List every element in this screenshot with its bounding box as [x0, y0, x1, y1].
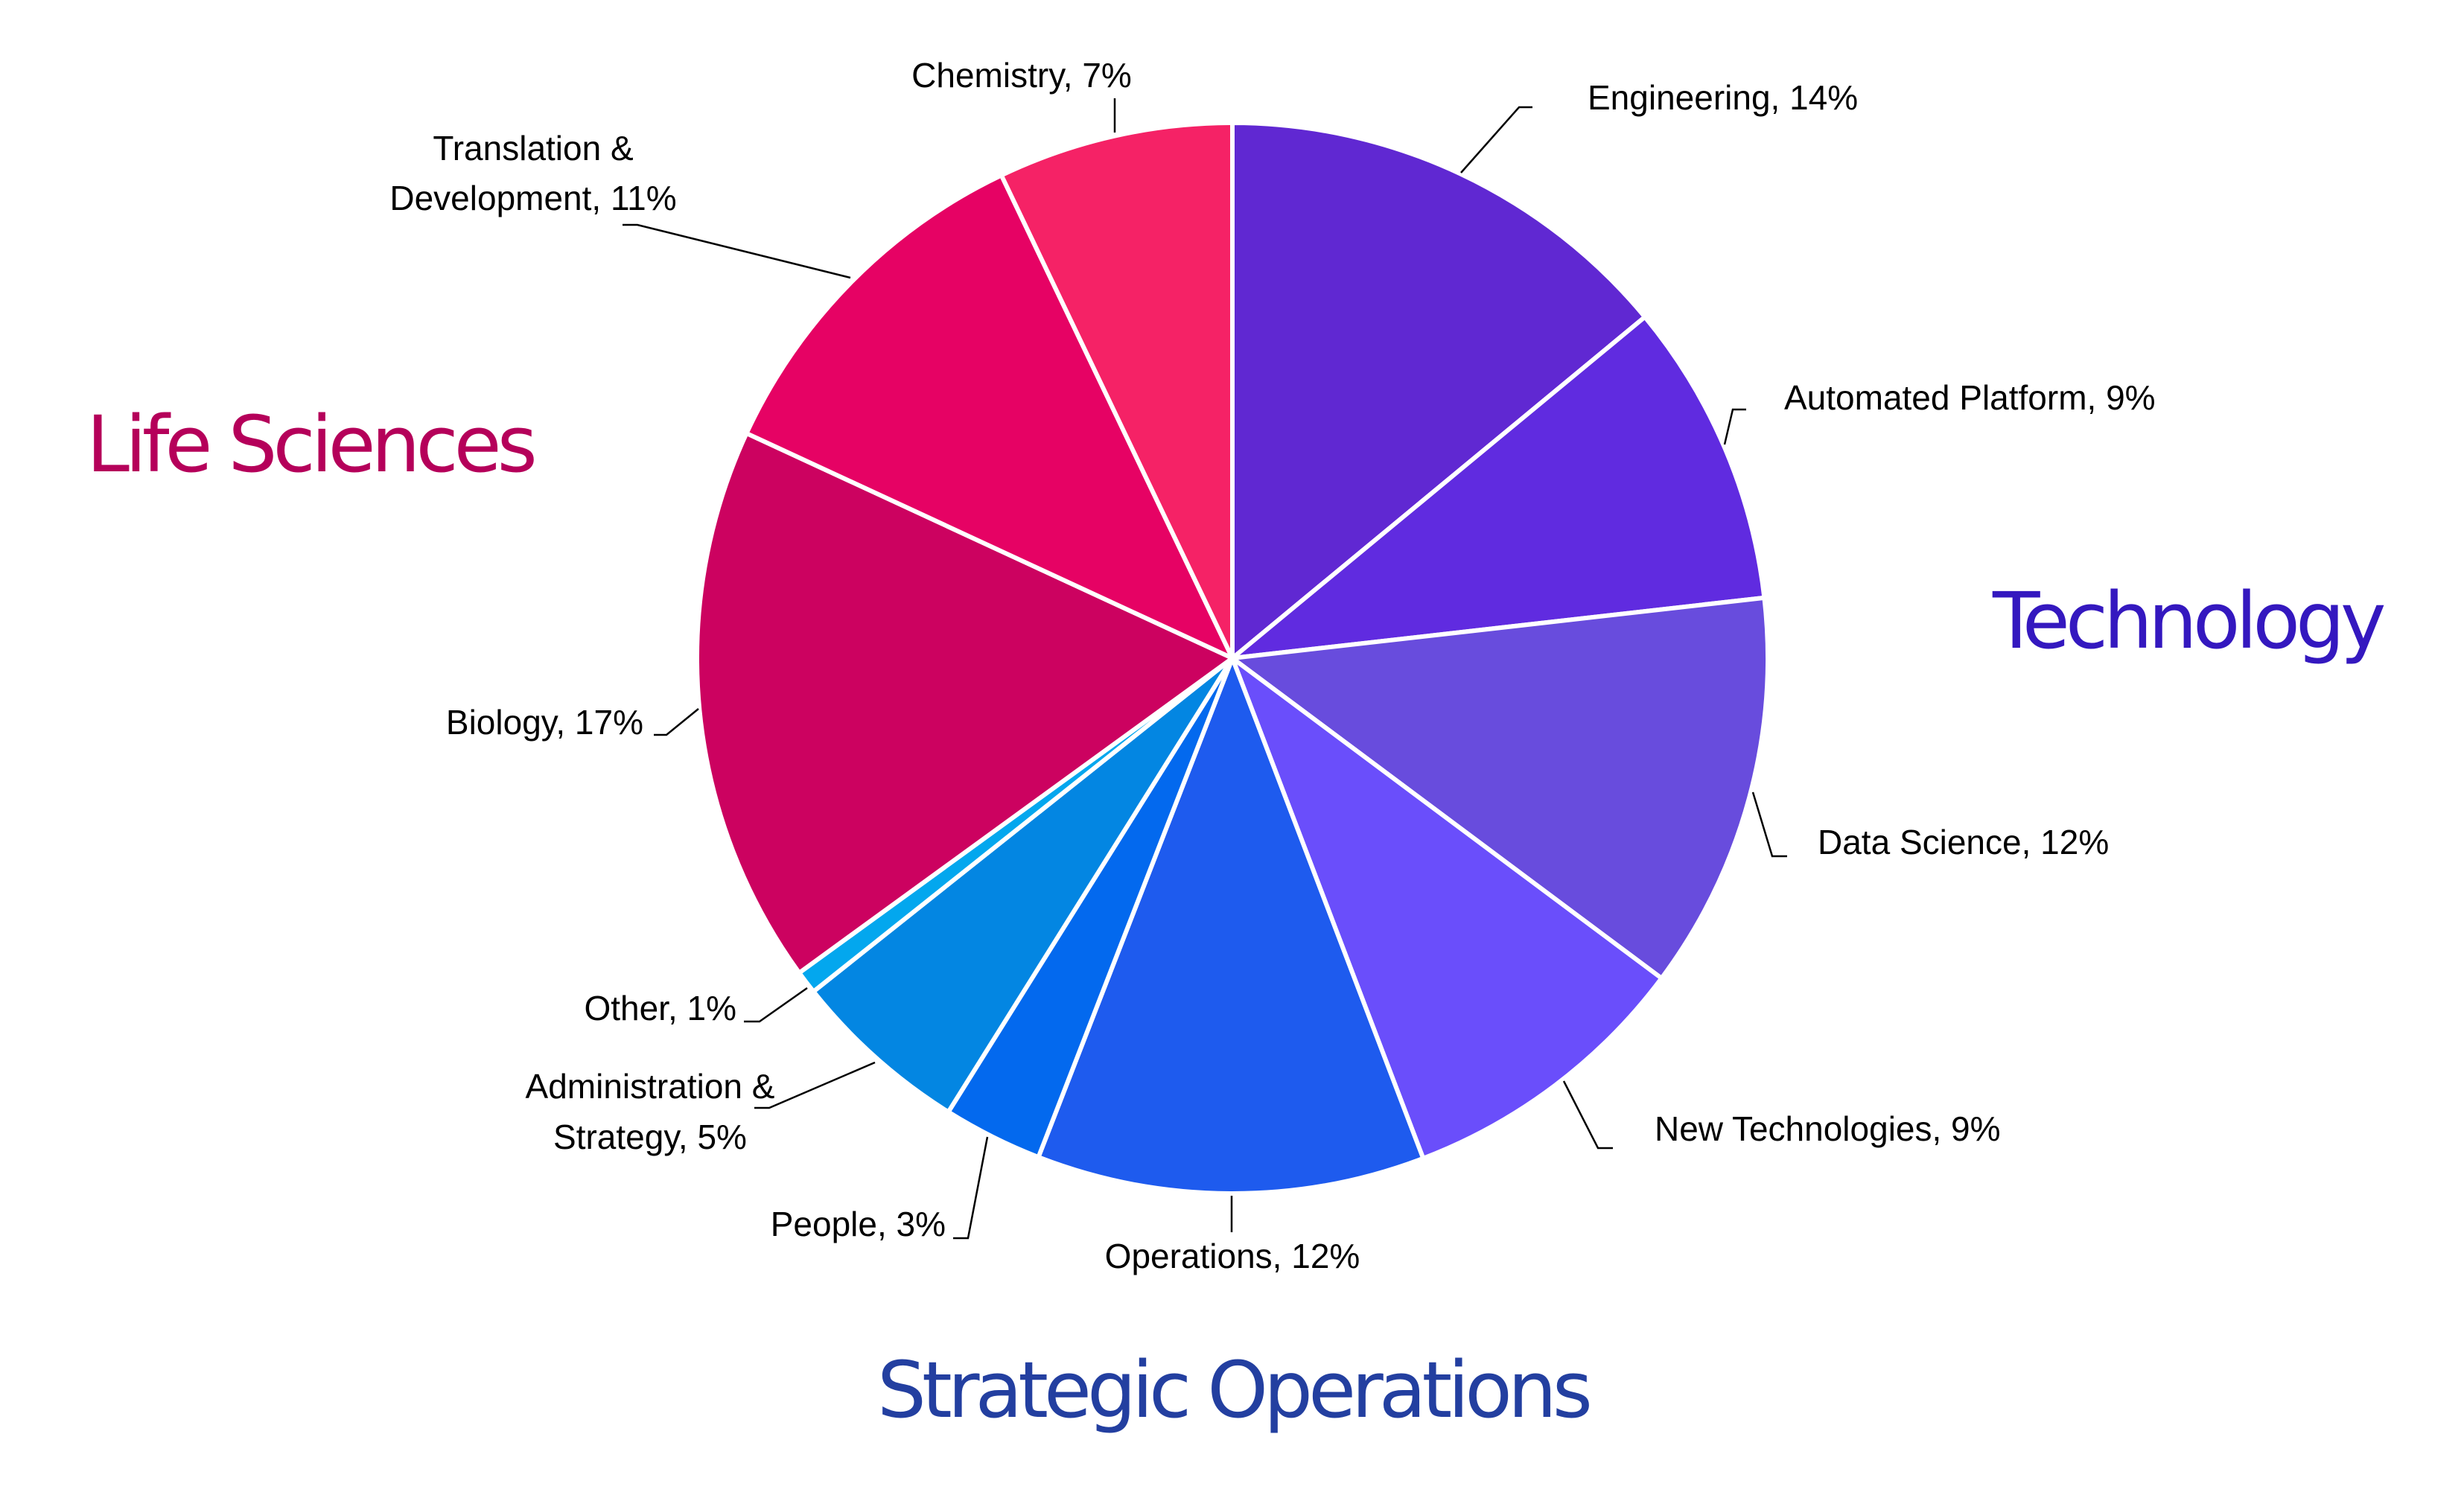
data-label: Data Science, 12%	[1818, 823, 2109, 861]
leader-line	[1751, 791, 1787, 858]
pie-slice-chemistry	[999, 121, 1235, 660]
group-title-strategic-operations: Strategic Operations	[877, 1345, 1590, 1435]
data-label: Operations, 12%	[1105, 1237, 1360, 1275]
data-label: Administration & Strategy, 5%	[526, 1067, 775, 1156]
leader-line	[1460, 106, 1532, 173]
pie-slice-translation-development	[744, 173, 1235, 660]
group-title-technology: Technology	[1992, 576, 2384, 666]
data-label: New Technologies, 9%	[1655, 1109, 2001, 1148]
data-label: People, 3%	[771, 1205, 946, 1243]
data-label: Chemistry, 7%	[911, 56, 1132, 95]
data-label: Engineering, 14%	[1588, 78, 1858, 117]
leader-line	[754, 1061, 876, 1109]
leader-lines	[623, 98, 1787, 1240]
pie-slice-new-technologies	[1230, 656, 1664, 1161]
pie-slice-engineering	[1230, 121, 1647, 660]
leader-line	[953, 1136, 989, 1240]
data-label: Translation & Development, 11%	[389, 129, 676, 217]
pie-slice-administration-strategy	[811, 656, 1235, 1115]
leader-line	[654, 708, 699, 736]
pie-slice-automated-platform	[1230, 314, 1767, 660]
leader-line	[744, 987, 808, 1023]
data-label: Biology, 17%	[446, 703, 643, 742]
pie-slice-data-science	[1230, 595, 1770, 981]
leader-line	[623, 223, 851, 279]
pie-slices	[695, 121, 1770, 1196]
group-titles: Life Sciences Technology Strategic Operati…	[86, 399, 2389, 1435]
slice-labels: Engineering, 14% Automated Platform, 9% Da…	[389, 56, 2155, 1275]
pie-slice-biology	[695, 430, 1235, 975]
group-title-life-sciences: Life Sciences	[86, 399, 535, 490]
leader-line	[1723, 408, 1746, 445]
leader-line	[1562, 1080, 1613, 1150]
pie-slice-operations	[1036, 656, 1426, 1196]
data-label: Other, 1%	[584, 989, 736, 1027]
data-label: Automated Platform, 9%	[1784, 378, 2156, 417]
